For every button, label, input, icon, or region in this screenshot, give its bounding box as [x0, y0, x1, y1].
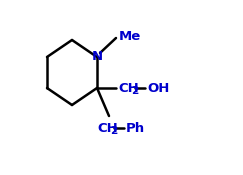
Text: OH: OH — [147, 82, 169, 95]
Text: CH: CH — [97, 121, 118, 135]
Text: Ph: Ph — [126, 121, 145, 135]
Text: 2: 2 — [131, 86, 138, 96]
Text: 2: 2 — [110, 126, 117, 136]
Text: N: N — [91, 51, 103, 64]
Text: CH: CH — [118, 82, 139, 95]
Text: Me: Me — [119, 30, 141, 43]
